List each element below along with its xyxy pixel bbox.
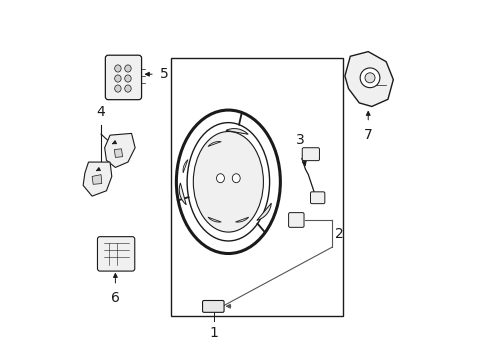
- Polygon shape: [83, 162, 112, 196]
- Ellipse shape: [124, 75, 131, 82]
- Ellipse shape: [124, 85, 131, 92]
- FancyBboxPatch shape: [288, 213, 304, 227]
- Text: 1: 1: [209, 326, 218, 340]
- Polygon shape: [256, 203, 271, 220]
- FancyBboxPatch shape: [202, 301, 224, 312]
- FancyBboxPatch shape: [310, 192, 324, 204]
- Polygon shape: [179, 183, 186, 205]
- Ellipse shape: [124, 65, 131, 72]
- Ellipse shape: [115, 75, 121, 82]
- Polygon shape: [207, 217, 221, 222]
- FancyBboxPatch shape: [97, 237, 135, 271]
- Ellipse shape: [193, 131, 263, 232]
- Text: 7: 7: [363, 128, 372, 142]
- Ellipse shape: [360, 68, 379, 87]
- Ellipse shape: [216, 174, 224, 183]
- Ellipse shape: [364, 73, 374, 83]
- Text: 6: 6: [111, 291, 120, 305]
- Polygon shape: [207, 141, 221, 147]
- Polygon shape: [235, 217, 248, 222]
- Polygon shape: [92, 175, 102, 184]
- Bar: [171, 58, 343, 316]
- Ellipse shape: [115, 65, 121, 72]
- Polygon shape: [225, 129, 248, 134]
- Polygon shape: [104, 134, 135, 167]
- Text: 4: 4: [97, 105, 105, 119]
- Polygon shape: [114, 149, 122, 157]
- Ellipse shape: [232, 174, 240, 183]
- Polygon shape: [183, 159, 187, 173]
- FancyBboxPatch shape: [302, 148, 319, 161]
- Text: 3: 3: [295, 133, 304, 147]
- FancyBboxPatch shape: [105, 55, 142, 100]
- Polygon shape: [344, 51, 392, 107]
- Ellipse shape: [115, 85, 121, 92]
- Text: 5: 5: [160, 67, 169, 81]
- Text: 2: 2: [335, 226, 343, 240]
